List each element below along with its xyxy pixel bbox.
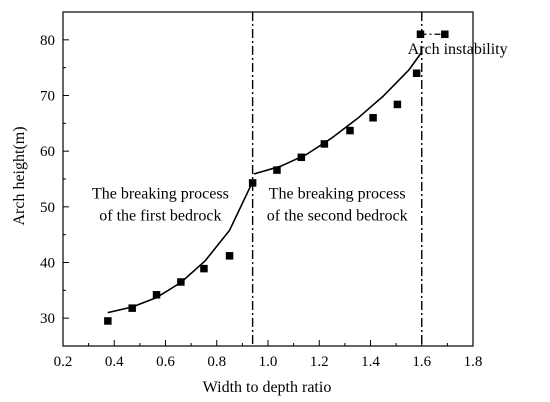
data-point <box>152 291 161 299</box>
annotation-3: Arch instability <box>408 41 508 58</box>
data-point <box>128 304 136 312</box>
annotation-line: Arch instability <box>408 41 508 58</box>
data-point <box>273 166 281 174</box>
data-point <box>200 264 208 273</box>
annotation-1: The breaking process of the first bedrock <box>92 185 229 224</box>
y-tick-label: 80 <box>40 33 55 49</box>
data-point <box>369 114 377 122</box>
y-tick-label: 70 <box>40 89 55 105</box>
annotation-line: The breaking process <box>269 185 406 202</box>
x-axis-title: Width to depth ratio <box>203 379 332 396</box>
data-point <box>225 252 234 260</box>
x-tick-label: 0.6 <box>156 354 175 370</box>
y-tick-label: 40 <box>40 256 55 272</box>
annotation-line: of the first bedrock <box>99 207 221 224</box>
x-tick-label: 0.8 <box>207 354 226 370</box>
data-point <box>412 69 421 77</box>
data-point <box>441 30 449 39</box>
x-tick-label: 1.8 <box>464 354 483 370</box>
data-point <box>346 126 354 135</box>
y-axis-title: Arch height(m) <box>11 126 28 225</box>
x-tick-label: 1.4 <box>361 354 380 370</box>
annotation-line: The breaking process <box>92 185 229 202</box>
x-tick-label: 1.2 <box>310 354 329 370</box>
x-tick-label: 1.6 <box>412 354 431 370</box>
annotation-line: of the second bedrock <box>267 207 408 224</box>
x-tick-label: 0.4 <box>105 354 124 370</box>
data-point <box>248 179 257 187</box>
data-point <box>416 30 425 39</box>
data-point <box>320 140 329 148</box>
y-tick-label: 50 <box>40 200 55 216</box>
data-point <box>297 153 306 162</box>
annotation-2: The breaking process of the second bedroc… <box>267 185 408 224</box>
data-point <box>393 100 402 109</box>
data-point <box>177 278 185 286</box>
y-tick-label: 60 <box>40 144 55 160</box>
y-tick-label: 30 <box>40 311 55 327</box>
x-tick-label: 1.0 <box>259 354 278 370</box>
fit-curve-2 <box>253 51 423 175</box>
x-tick-label: 0.2 <box>54 354 73 370</box>
data-point <box>104 317 112 325</box>
